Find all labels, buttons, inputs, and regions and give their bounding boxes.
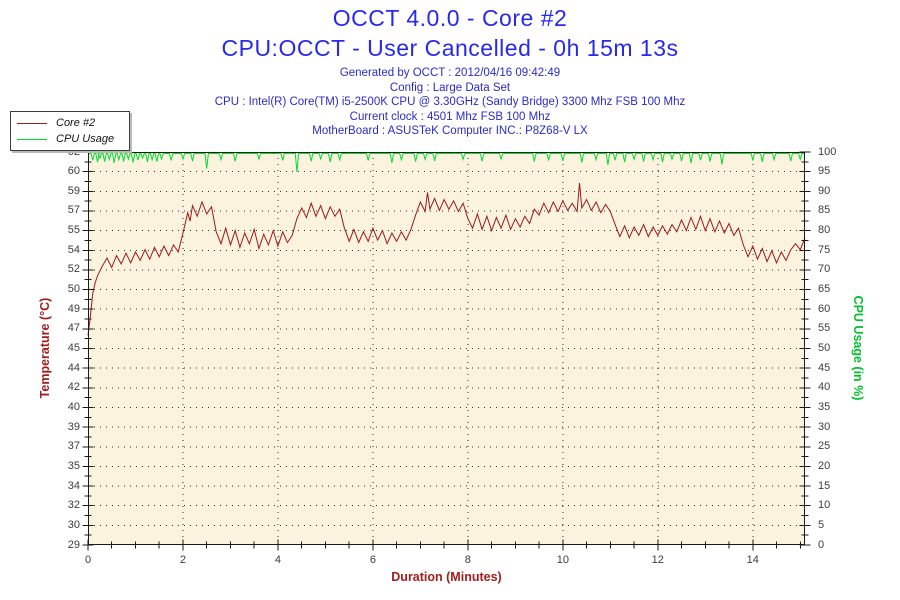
core2-line-swatch	[17, 122, 47, 124]
legend-label-core2: Core #2	[56, 117, 96, 129]
left-axis-title: Temperature (°C)	[38, 297, 52, 399]
right-axis-title: CPU Usage (in %)	[851, 295, 865, 401]
info-cpu: CPU : Intel(R) Core(TM) i5-2500K CPU @ 3…	[214, 96, 686, 109]
plot-background	[88, 152, 805, 545]
page-title: OCCT 4.0.0 - Core #2	[332, 5, 568, 31]
info-config: Config : Large Data Set	[389, 81, 511, 94]
page-subtitle: CPU:OCCT - User Cancelled - 0h 15m 13s	[221, 35, 679, 61]
info-current-clock: Current clock : 4501 Mhz FSB 100 Mhz	[349, 110, 551, 123]
info-generated-by: Generated by OCCT : 2012/04/16 09:42:49	[339, 67, 561, 79]
cpu-usage-line-swatch	[17, 138, 47, 140]
x-axis-title: Duration (Minutes)	[391, 570, 502, 584]
info-motherboard: MotherBoard : ASUSTeK Computer INC.: P8Z…	[312, 125, 588, 138]
cpu-usage-series-line	[88, 153, 805, 172]
temperature-series-line	[87, 182, 806, 336]
report-info-block: Generated by OCCT : 2012/04/16 09:42:49 …	[0, 66, 900, 139]
legend-label-cpu-usage: CPU Usage	[56, 133, 115, 145]
legend: Core #2 CPU Usage	[10, 111, 130, 151]
legend-item-core2: Core #2	[11, 115, 129, 131]
legend-item-cpu-usage: CPU Usage	[11, 131, 129, 147]
